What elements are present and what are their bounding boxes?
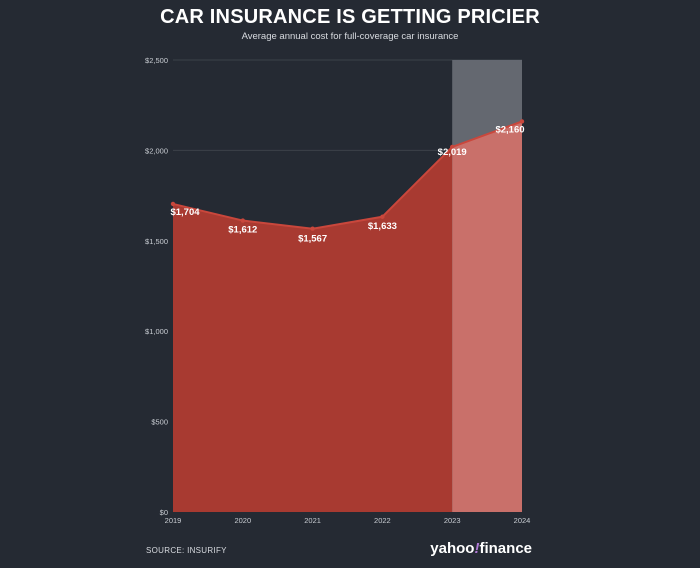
chart-subtitle: Average annual cost for full-coverage ca… bbox=[241, 31, 459, 42]
x-tick-label-4: 2023 bbox=[444, 516, 461, 525]
data-point-2024 bbox=[519, 119, 525, 124]
y-tick-label-1: $500 bbox=[151, 418, 168, 427]
source-note: SOURCE: INSURIFY bbox=[146, 546, 227, 555]
x-tick-label-1: 2020 bbox=[234, 516, 251, 525]
logo-yahoo-text: yahoo bbox=[430, 540, 475, 557]
data-point-2022 bbox=[380, 214, 385, 219]
y-tick-label-2: $1,000 bbox=[145, 327, 168, 336]
chart-title: CAR INSURANCE IS GETTING PRICIER bbox=[160, 6, 540, 28]
y-tick-label-5: $2,500 bbox=[145, 56, 168, 65]
y-tick-label-0: $0 bbox=[160, 508, 168, 517]
data-label-2023: $2,019 bbox=[438, 147, 467, 158]
area-historical bbox=[173, 146, 453, 513]
logo-finance-text: finance bbox=[479, 540, 532, 557]
yahoo-finance-logo: yahoo!finance bbox=[430, 540, 532, 557]
data-label-2021: $1,567 bbox=[298, 234, 327, 245]
y-tick-label-4: $2,000 bbox=[145, 146, 168, 155]
logo-bang-text: ! bbox=[474, 540, 480, 557]
x-tick-label-0: 2019 bbox=[165, 516, 182, 525]
series-line bbox=[172, 120, 523, 230]
data-label-2024: $2,160 bbox=[495, 124, 524, 135]
data-label-2020: $1,612 bbox=[228, 225, 257, 236]
data-point-2019 bbox=[170, 201, 176, 207]
data-point-2020 bbox=[240, 218, 245, 223]
data-label-2019: $1,704 bbox=[170, 207, 200, 218]
x-tick-label-2: 2021 bbox=[304, 516, 321, 525]
data-label-2022: $1,633 bbox=[368, 221, 397, 232]
x-tick-label-3: 2022 bbox=[374, 516, 391, 525]
data-point-2023 bbox=[450, 144, 455, 150]
x-tick-label-5: 2024 bbox=[514, 516, 531, 525]
y-tick-label-3: $1,500 bbox=[145, 237, 168, 246]
area-projection bbox=[452, 121, 522, 513]
data-point-2021 bbox=[310, 226, 315, 231]
